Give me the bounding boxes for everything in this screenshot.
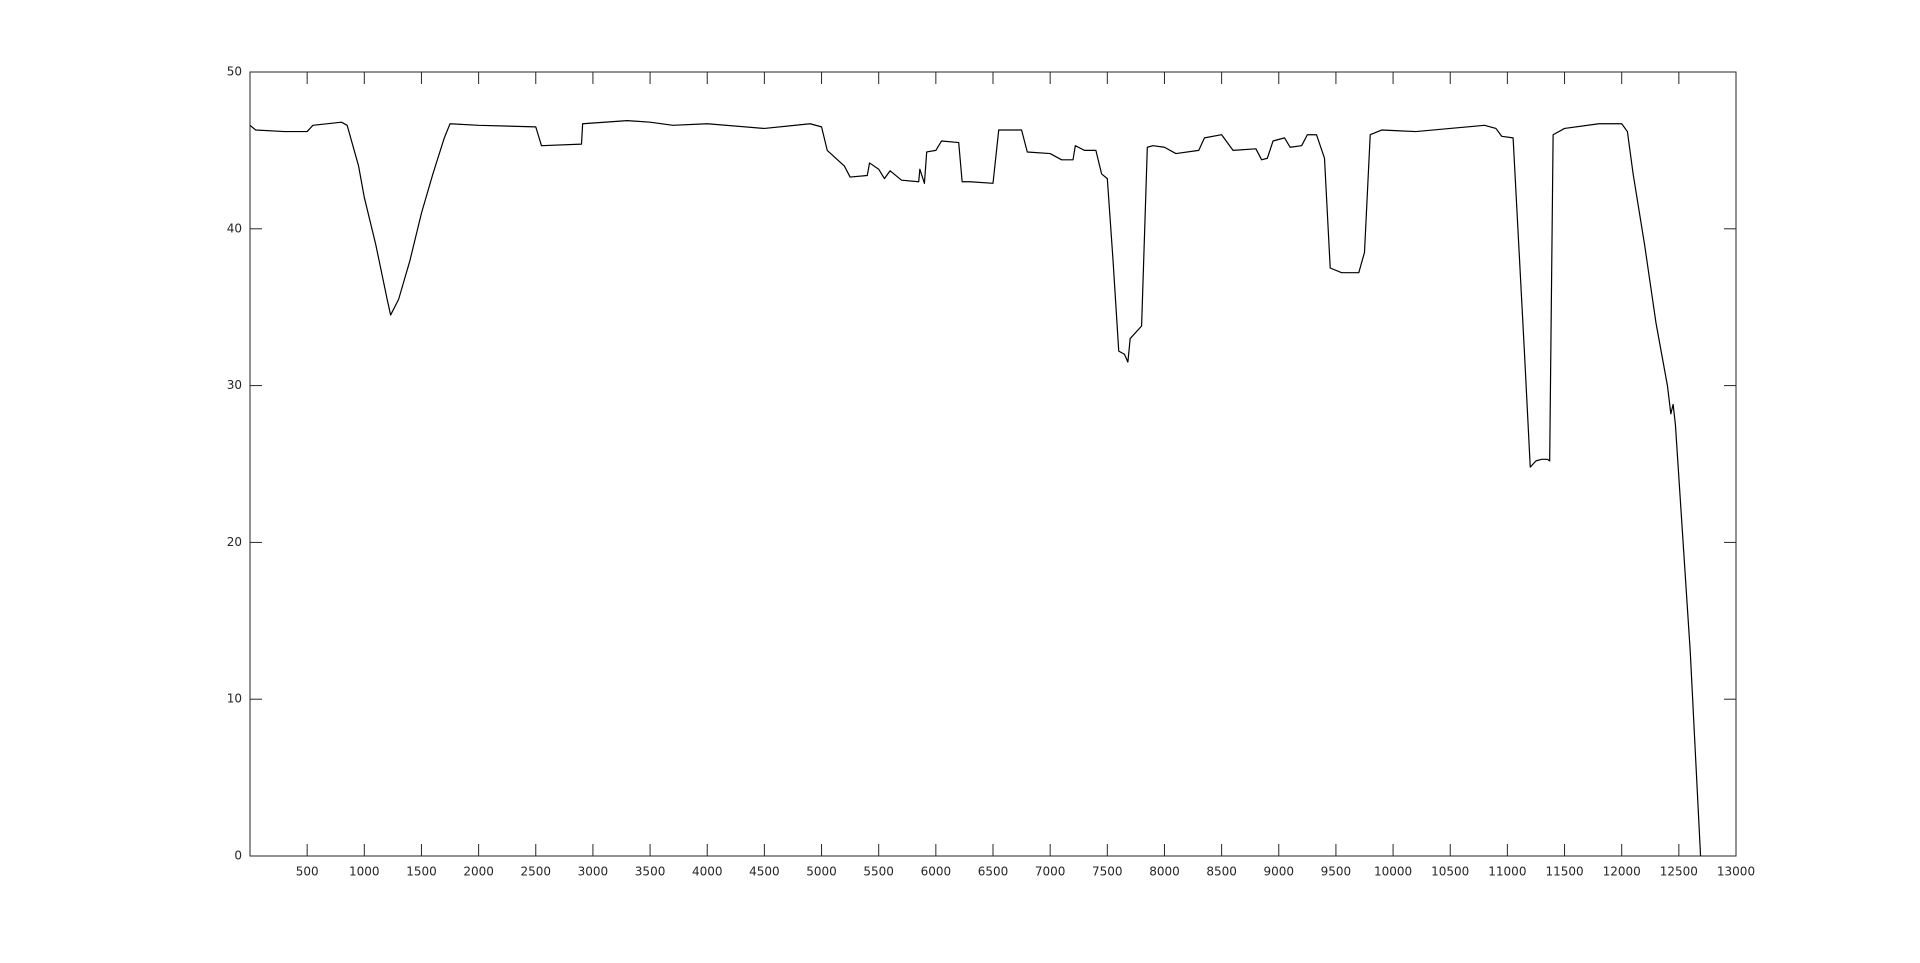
x-tick-label: 500 <box>296 865 319 879</box>
x-tick-label: 9000 <box>1263 865 1294 879</box>
x-tick-label: 13000 <box>1717 865 1755 879</box>
x-tick-label: 4000 <box>692 865 723 879</box>
x-tick-label: 3500 <box>635 865 666 879</box>
x-tick-label: 7000 <box>1035 865 1066 879</box>
x-tick-label: 4500 <box>749 865 780 879</box>
x-tick-label: 8500 <box>1206 865 1237 879</box>
x-tick-label: 2500 <box>520 865 551 879</box>
x-tick-label: 6500 <box>978 865 1009 879</box>
y-tick-label: 20 <box>227 535 242 549</box>
y-tick-label: 10 <box>227 692 242 706</box>
x-tick-label: 2000 <box>463 865 494 879</box>
x-tick-label: 11000 <box>1488 865 1526 879</box>
x-tick-label: 9500 <box>1321 865 1352 879</box>
y-tick-label: 30 <box>227 378 242 392</box>
x-tick-label: 7500 <box>1092 865 1123 879</box>
data-line <box>249 120 1702 857</box>
x-tick-label: 6000 <box>921 865 952 879</box>
x-tick-label: 11500 <box>1545 865 1583 879</box>
x-tick-label: 1500 <box>406 865 437 879</box>
y-tick-label: 40 <box>227 221 242 235</box>
x-tick-label: 8000 <box>1149 865 1180 879</box>
x-tick-label: 1000 <box>349 865 380 879</box>
axes-box <box>249 71 1737 857</box>
x-tick-label: 12000 <box>1603 865 1641 879</box>
x-tick-label: 5500 <box>863 865 894 879</box>
x-tick-label: 3000 <box>578 865 609 879</box>
x-tick-label: 5000 <box>806 865 837 879</box>
x-tick-label: 10500 <box>1431 865 1469 879</box>
y-tick-label: 50 <box>227 65 242 79</box>
x-tick-label: 12500 <box>1660 865 1698 879</box>
x-tick-label: 10000 <box>1374 865 1412 879</box>
y-tick-label: 0 <box>234 849 242 863</box>
